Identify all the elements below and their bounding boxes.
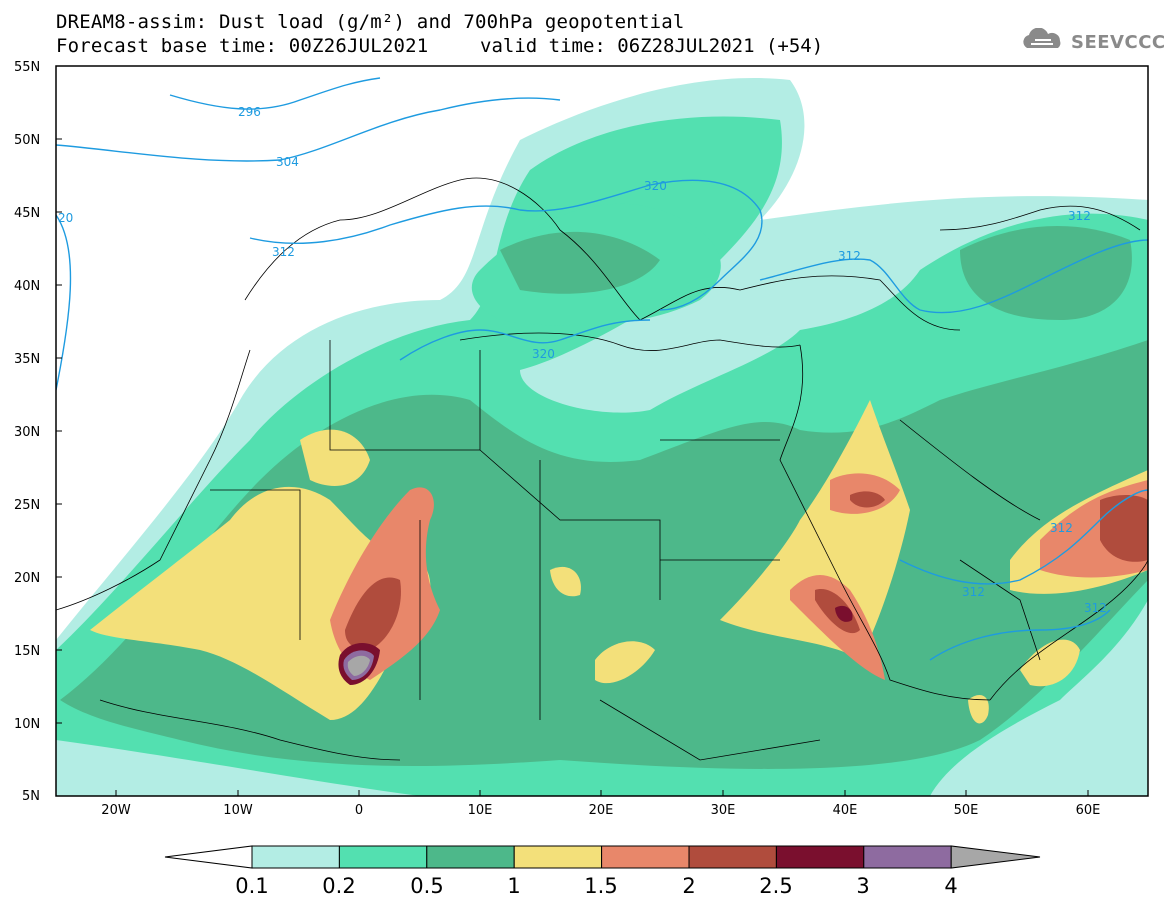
valid-time: valid time: 06Z28JUL2021 (+54) — [480, 35, 824, 57]
contour-label: 312 — [1084, 601, 1107, 615]
lon-label: 30E — [711, 803, 736, 818]
colorbar-label: 1 — [507, 874, 520, 898]
geopotential-contours — [56, 77, 1148, 661]
colorbar-box — [601, 845, 690, 869]
colorbar-box — [863, 845, 952, 869]
colorbar-boxes — [164, 845, 1041, 869]
colorbar-label: 0.2 — [322, 874, 355, 898]
colorbar-label: 1.5 — [584, 874, 617, 898]
contour-label: 312 — [272, 245, 295, 259]
axis-ticks — [56, 65, 1089, 796]
lon-label: 60E — [1076, 803, 1101, 818]
colorbar-box — [688, 845, 777, 869]
colorbar-box — [775, 845, 865, 869]
lat-label: 25N — [14, 498, 40, 513]
contour-label: 304 — [276, 155, 299, 169]
colorbar-over-arrow — [950, 845, 1041, 869]
logo-text: SEEVCCC — [1071, 31, 1165, 53]
lat-label: 55N — [14, 60, 40, 75]
colorbar-under-arrow — [164, 845, 253, 869]
lat-label: 20N — [14, 571, 40, 586]
colorbar-labels: 0.1 0.2 0.5 1 1.5 2 2.5 3 4 — [235, 874, 957, 898]
contour-label: 312 — [1050, 521, 1073, 535]
colorbar-box — [513, 845, 603, 869]
lon-label: 0 — [355, 803, 363, 818]
latitude-labels: 55N 50N 45N 40N 35N 30N 25N 20N 15N 10N … — [14, 60, 40, 804]
lat-label: 5N — [22, 789, 40, 804]
contour-label: 320 — [532, 347, 555, 361]
lon-label: 50E — [954, 803, 979, 818]
forecast-base-time: Forecast base time: 00Z26JUL2021 — [56, 35, 429, 57]
contour-label: 312 — [838, 249, 861, 263]
map-title: DREAM8-assim: Dust load (g/m²) and 700hP… — [56, 11, 685, 33]
colorbar-label: 0.5 — [410, 874, 443, 898]
lon-label: 10E — [468, 803, 493, 818]
lon-label: 20W — [101, 803, 131, 818]
lon-label: 10W — [223, 803, 253, 818]
seevccc-logo: SEEVCCC — [1017, 27, 1165, 56]
contour-label: 320 — [644, 179, 667, 193]
colorbar-box — [251, 845, 340, 869]
longitude-labels: 20W 10W 0 10E 20E 30E 40E 50E 60E — [101, 803, 1100, 818]
contour-label: 312 — [962, 585, 985, 599]
lat-label: 45N — [14, 206, 40, 221]
contour-labels: 296 304 312 320 312 320 312 312 312 312 … — [58, 105, 1107, 615]
lat-label: 50N — [14, 133, 40, 148]
contour-label: 312 — [1068, 209, 1091, 223]
colorbar-box — [426, 845, 515, 869]
colorbar-label: 4 — [944, 874, 957, 898]
colorbar-box — [338, 845, 428, 869]
contour-label: 296 — [238, 105, 261, 119]
lat-label: 35N — [14, 352, 40, 367]
lat-label: 40N — [14, 279, 40, 294]
colorbar-label: 0.1 — [235, 874, 268, 898]
colorbar-label: 2 — [682, 874, 695, 898]
colorbar-label: 2.5 — [759, 874, 792, 898]
lat-label: 15N — [14, 644, 40, 659]
lat-label: 30N — [14, 425, 40, 440]
lat-label: 10N — [14, 717, 40, 732]
lon-label: 20E — [589, 803, 614, 818]
contour-label: 20 — [58, 211, 73, 225]
coastlines — [56, 177, 1148, 761]
cloud-icon — [1017, 27, 1067, 56]
lon-label: 40E — [833, 803, 858, 818]
colorbar-label: 3 — [856, 874, 869, 898]
